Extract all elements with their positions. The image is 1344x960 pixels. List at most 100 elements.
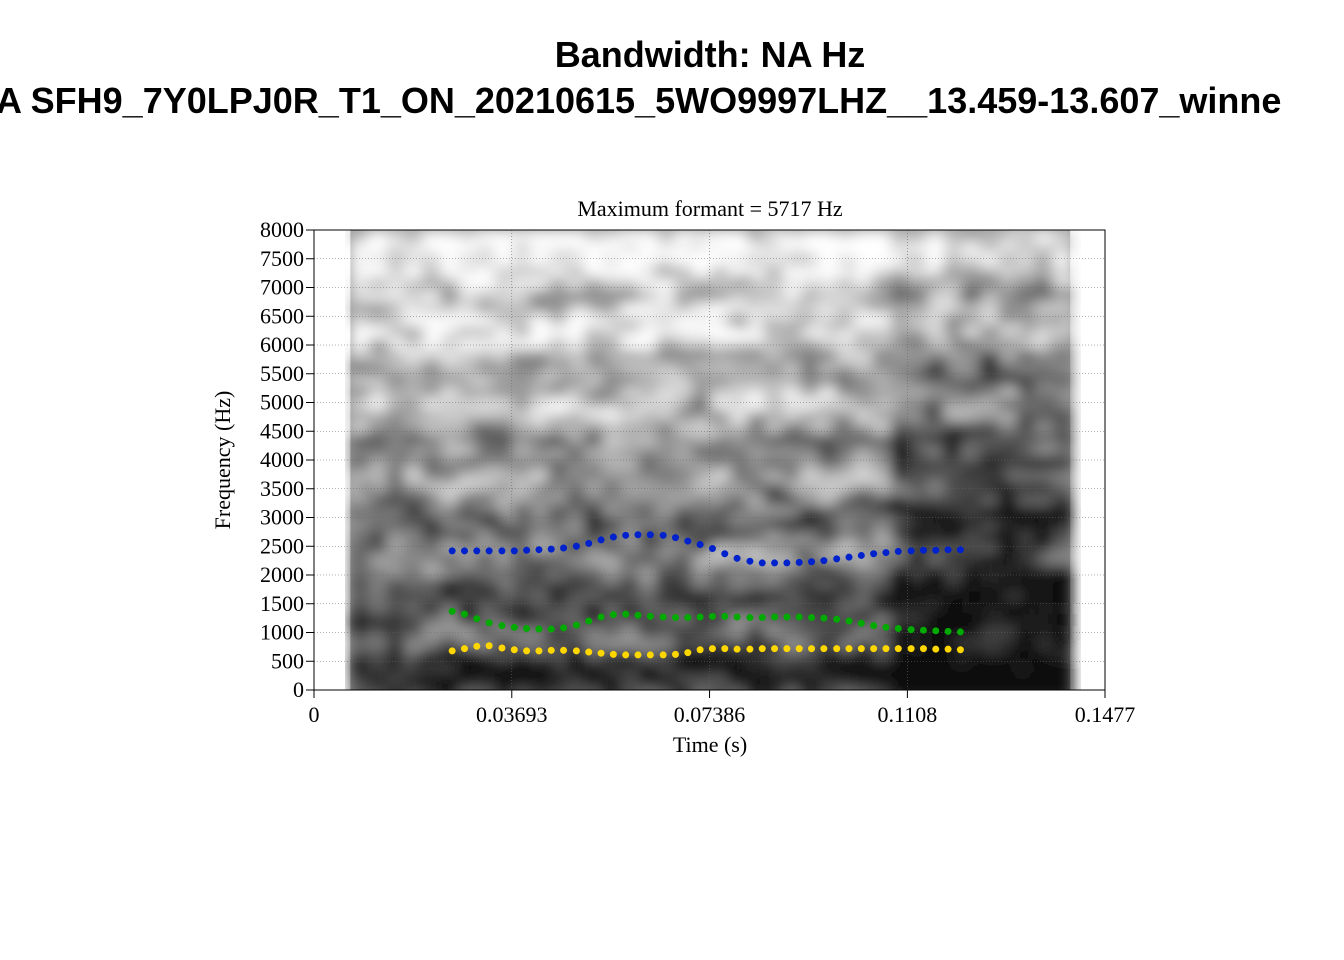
y-tick-label: 2500 bbox=[260, 533, 304, 558]
formant-point bbox=[845, 553, 853, 561]
formant-point bbox=[646, 651, 654, 659]
formant-point bbox=[944, 645, 952, 653]
formant-point bbox=[808, 614, 816, 622]
formant-point bbox=[485, 547, 493, 555]
formant-point bbox=[870, 645, 878, 653]
y-tick-label: 2000 bbox=[260, 562, 304, 587]
formant-point bbox=[448, 607, 456, 615]
formant-point bbox=[585, 648, 593, 656]
chart-title: Bandwidth: NA Hz bbox=[554, 34, 866, 75]
formant-point bbox=[857, 645, 865, 653]
formant-series-3 bbox=[448, 531, 964, 567]
formant-point bbox=[833, 645, 841, 653]
formant-point bbox=[535, 625, 543, 633]
formant-point bbox=[708, 645, 716, 653]
formant-point bbox=[659, 531, 667, 539]
formant-point bbox=[882, 549, 890, 557]
formant-point bbox=[956, 628, 964, 636]
formant-point bbox=[944, 546, 952, 554]
formant-point bbox=[696, 613, 704, 621]
formant-point bbox=[535, 546, 543, 554]
x-axis: 0 0.03693 0.07386 0.1108 0.1477 bbox=[309, 690, 1135, 727]
formant-point bbox=[795, 645, 803, 653]
x-tick-label: 0.1108 bbox=[878, 702, 938, 727]
y-tick-label: 1500 bbox=[260, 591, 304, 616]
plot-title: Maximum formant = 5717 Hz bbox=[577, 196, 843, 221]
formant-point bbox=[597, 649, 605, 657]
formant-point bbox=[473, 547, 481, 555]
formant-point bbox=[684, 537, 692, 545]
formant-point bbox=[485, 619, 493, 627]
y-tick-label: 6000 bbox=[260, 332, 304, 357]
formant-point bbox=[560, 544, 568, 552]
formant-point bbox=[448, 547, 456, 555]
formant-point bbox=[919, 546, 927, 554]
formant-point bbox=[585, 539, 593, 547]
formant-point bbox=[659, 613, 667, 621]
formant-point bbox=[708, 612, 716, 620]
formant-point bbox=[634, 611, 642, 619]
formant-point bbox=[646, 612, 654, 620]
formant-point bbox=[671, 534, 679, 542]
formant-point bbox=[733, 645, 741, 653]
formant-point bbox=[523, 647, 531, 655]
formant-point bbox=[833, 615, 841, 623]
formant-point bbox=[597, 536, 605, 544]
formant-points bbox=[448, 531, 964, 659]
formant-point bbox=[510, 623, 518, 631]
formant-point bbox=[932, 645, 940, 653]
formant-point bbox=[696, 541, 704, 549]
formant-point bbox=[857, 619, 865, 627]
formant-point bbox=[882, 623, 890, 631]
formant-point bbox=[956, 546, 964, 554]
formant-point bbox=[758, 645, 766, 653]
formant-point bbox=[808, 645, 816, 653]
formant-point bbox=[646, 531, 654, 539]
formant-point bbox=[746, 614, 754, 622]
formant-point bbox=[622, 610, 630, 618]
y-tick-label: 4000 bbox=[260, 447, 304, 472]
y-tick-label: 500 bbox=[271, 648, 304, 673]
formant-series-2 bbox=[448, 607, 964, 636]
formant-point bbox=[820, 557, 828, 565]
formant-point bbox=[820, 614, 828, 622]
y-tick-label: 4500 bbox=[260, 418, 304, 443]
formant-point bbox=[771, 559, 779, 567]
formant-point bbox=[622, 651, 630, 659]
formant-point bbox=[696, 646, 704, 654]
formant-point bbox=[671, 650, 679, 658]
y-tick-label: 8000 bbox=[260, 217, 304, 242]
formant-point bbox=[547, 625, 555, 633]
formant-point bbox=[659, 651, 667, 659]
x-axis-label: Time (s) bbox=[673, 732, 747, 757]
formant-point bbox=[671, 614, 679, 622]
formant-point bbox=[882, 645, 890, 653]
formant-point bbox=[932, 546, 940, 554]
formant-point bbox=[795, 558, 803, 566]
formant-point bbox=[572, 542, 580, 550]
formant-point bbox=[684, 649, 692, 657]
y-tick-label: 5000 bbox=[260, 390, 304, 415]
x-tick-label: 0.07386 bbox=[674, 702, 746, 727]
formant-point bbox=[783, 559, 791, 567]
formant-point bbox=[634, 651, 642, 659]
formant-point bbox=[634, 531, 642, 539]
formant-point bbox=[523, 546, 531, 554]
formant-point bbox=[535, 647, 543, 655]
formant-point bbox=[498, 547, 506, 555]
formant-point bbox=[547, 646, 555, 654]
formant-point bbox=[684, 614, 692, 622]
formant-point bbox=[609, 611, 617, 619]
formant-point bbox=[820, 645, 828, 653]
formant-point bbox=[523, 624, 531, 632]
y-tick-label: 5500 bbox=[260, 361, 304, 386]
formant-point bbox=[708, 545, 716, 553]
formant-point bbox=[907, 645, 915, 653]
y-tick-label: 3000 bbox=[260, 505, 304, 530]
formant-series-1 bbox=[448, 642, 964, 659]
formant-point bbox=[473, 642, 481, 650]
formant-point bbox=[746, 645, 754, 653]
y-tick-label: 1000 bbox=[260, 620, 304, 645]
formant-point bbox=[919, 645, 927, 653]
